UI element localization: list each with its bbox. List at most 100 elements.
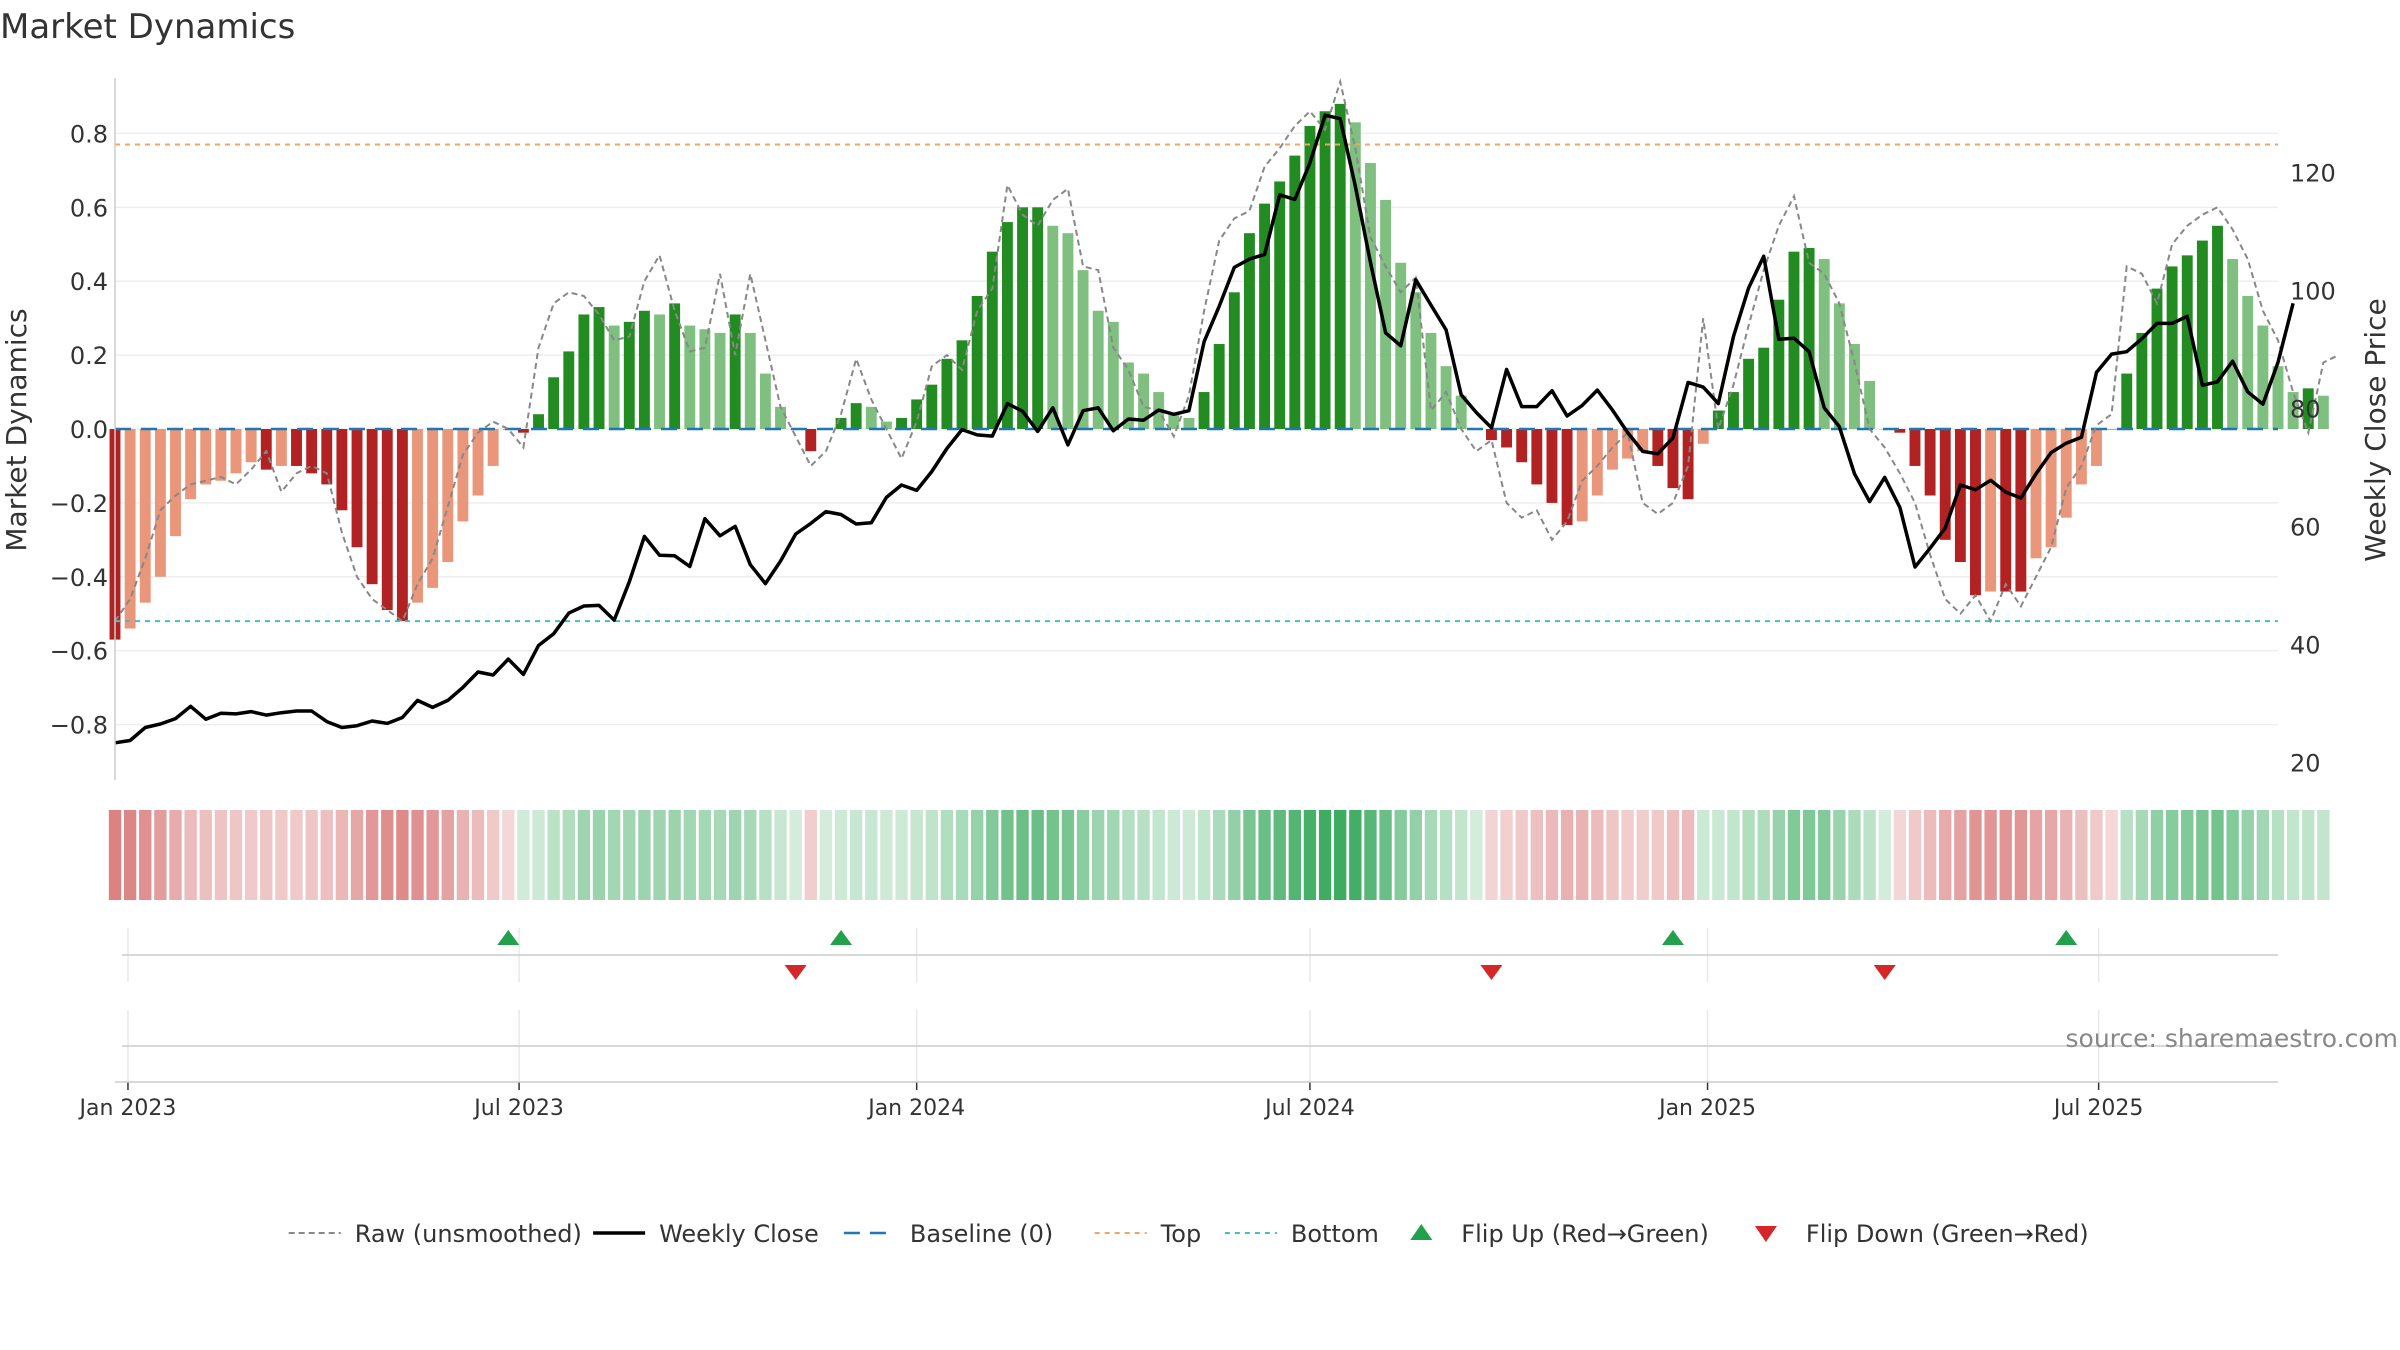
regime-cell <box>290 810 303 900</box>
flip-up-marker <box>830 930 853 945</box>
md-bar <box>381 429 393 611</box>
regime-cell <box>1893 810 1907 900</box>
md-bar <box>170 429 181 537</box>
md-bar <box>1531 429 1543 485</box>
regime-cell <box>184 810 197 900</box>
md-bar <box>200 429 212 485</box>
regime-cell <box>1334 810 1347 900</box>
legend-label: Top <box>1160 1220 1202 1248</box>
regime-cell <box>698 810 712 900</box>
regime-cell <box>940 810 954 900</box>
md-bar <box>1228 292 1240 429</box>
md-bar <box>1107 321 1119 429</box>
regime-cell <box>1969 810 1982 900</box>
md-bar <box>548 377 560 429</box>
y2-tick-label: 120 <box>2290 159 2336 187</box>
legend-item-raw: Raw (unsmoothed) <box>288 1220 582 1248</box>
md-bar <box>971 295 983 429</box>
legend-item-top: Top <box>1094 1220 1202 1248</box>
regime-cell <box>1772 810 1786 900</box>
md-bar <box>805 429 817 452</box>
md-bar <box>1576 429 1588 522</box>
regime-cell <box>1681 810 1695 900</box>
regime-cell <box>1318 810 1332 900</box>
md-bar <box>230 429 242 474</box>
md-bar <box>396 429 408 622</box>
regime-cell <box>1802 810 1816 900</box>
flip-up-marker <box>2055 930 2078 945</box>
md-bar <box>1637 429 1649 452</box>
md-bar <box>1380 199 1392 429</box>
md-bar <box>714 332 726 429</box>
regime-cell <box>2135 810 2149 900</box>
md-bar <box>1365 162 1376 429</box>
md-bar <box>2302 388 2314 429</box>
regime-cell <box>1818 810 1831 900</box>
md-bar <box>1728 392 1739 429</box>
md-bar <box>1591 429 1603 496</box>
md-bar <box>775 406 786 429</box>
regime-cell <box>411 810 424 900</box>
regime-cell <box>1273 810 1286 900</box>
empty-panel: Jan 2023 Jul 2023 Jan 2024 Jul 2024 Jan 2025… <box>78 1010 2278 1121</box>
y2label: Weekly Close Price <box>2359 298 2392 561</box>
regime-cell <box>1182 810 1196 900</box>
regime-cell <box>2241 810 2254 900</box>
md-bar <box>1667 429 1679 489</box>
md-bar <box>1803 247 1815 429</box>
md-bar <box>835 417 847 429</box>
regime-cell <box>774 810 787 900</box>
regime-cell <box>169 810 182 900</box>
flip-down-marker <box>1480 965 1503 980</box>
regime-cell <box>532 810 545 900</box>
md-bar <box>608 325 620 429</box>
md-bar <box>457 429 469 522</box>
regime-cell <box>2196 810 2209 900</box>
ylabel: Market Dynamics <box>0 308 33 551</box>
y2-tick-label: 20 <box>2290 749 2321 777</box>
regime-cell <box>123 810 137 900</box>
regime-cell <box>2317 810 2330 900</box>
regime-cell <box>925 810 938 900</box>
md-bar <box>956 340 968 429</box>
regime-cell <box>1939 810 1952 900</box>
regime-cell <box>986 810 999 900</box>
md-bar <box>2227 259 2239 429</box>
regime-cell <box>2044 810 2058 900</box>
md-bar <box>1198 392 1210 429</box>
axes: −0.8 −0.6 −0.4 −0.2 0.0 0.2 0.4 0.6 0.8 20 40 60 80 1… <box>50 78 2336 780</box>
regime-cell <box>623 810 636 900</box>
regime-cell <box>1999 810 2012 900</box>
md-bar <box>351 429 363 548</box>
regime-cell <box>1455 810 1468 900</box>
md-bar <box>533 414 544 429</box>
md-bar <box>2015 429 2027 592</box>
legend-item-flipdown: Flip Down (Green→Red) <box>1754 1220 2089 1248</box>
md-bar <box>215 429 227 481</box>
md-bar <box>1833 303 1845 429</box>
md-bar <box>684 325 696 429</box>
md-bar <box>578 314 590 429</box>
md-bar <box>1985 429 1997 592</box>
regime-cell <box>1046 810 1059 900</box>
md-bar <box>472 429 484 496</box>
md-bar <box>1894 429 1906 433</box>
regime-cell <box>1727 810 1740 900</box>
regime-cell <box>804 810 817 900</box>
md-bar <box>880 421 892 429</box>
y-tick-label: −0.8 <box>50 712 108 740</box>
md-bar <box>1032 207 1044 429</box>
md-bar <box>1501 429 1513 448</box>
regime-cell <box>1288 810 1301 900</box>
regime-cell <box>1485 810 1498 900</box>
regime-cell <box>955 810 969 900</box>
x-tick-label: Jul 2025 <box>2052 1096 2144 1121</box>
regime-cell <box>1364 810 1377 900</box>
regime-cell <box>426 810 439 900</box>
x-tick-label: Jan 2024 <box>866 1096 965 1121</box>
source-text: source: sharemaestro.com <box>2066 1024 2399 1053</box>
regime-cell <box>653 810 666 900</box>
md-bar <box>2075 429 2087 485</box>
regime-cell <box>1923 810 1937 900</box>
regime-cell <box>139 810 152 900</box>
